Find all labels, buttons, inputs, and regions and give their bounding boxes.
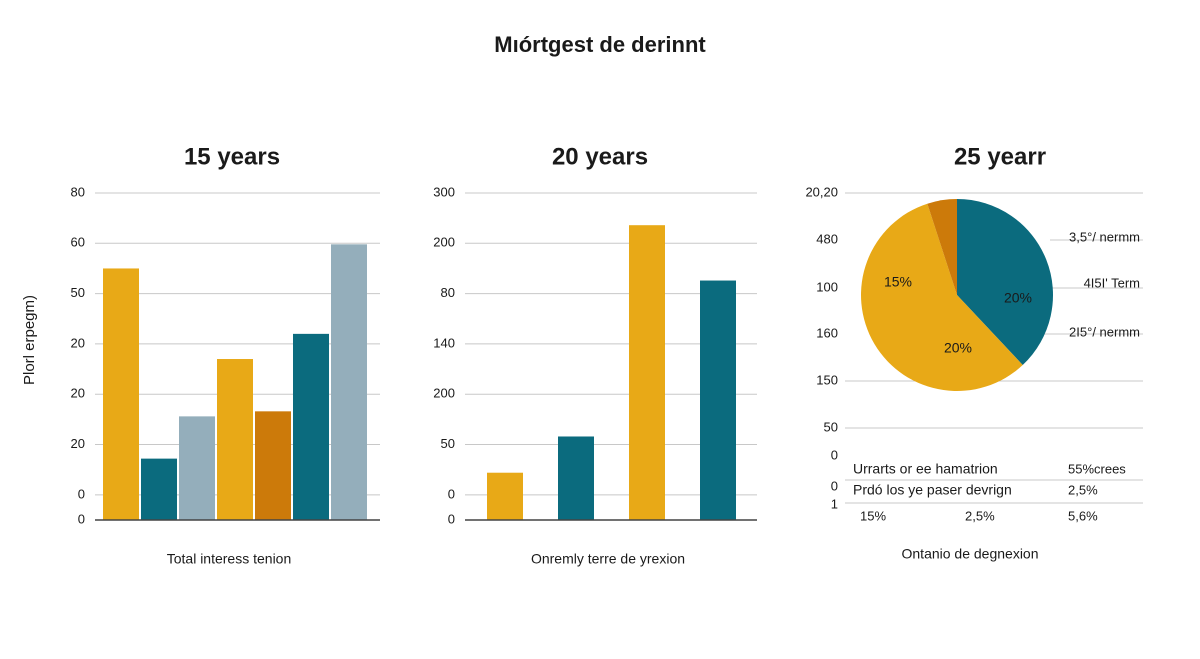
y-axis-label: Plorl erpegm): [21, 295, 38, 385]
slice-label: 20%: [1004, 290, 1032, 306]
table-cell: Prdó los ye paser devrign: [853, 482, 1012, 498]
y-tick-label: 20,20: [805, 184, 838, 199]
slice-label: 20%: [944, 340, 972, 356]
bar: [293, 333, 329, 520]
bar: [103, 268, 139, 520]
bar: [558, 436, 594, 520]
y-tick-label: 20: [71, 386, 85, 401]
y-tick-label: 0: [448, 486, 455, 501]
legend-label: 3,5°/ nermm: [1069, 229, 1140, 244]
y-tick-label: 1: [831, 496, 838, 511]
legend-label: 2I5°/ nermm: [1069, 324, 1140, 339]
y-tick-label: 80: [71, 184, 85, 199]
y-tick-label: 50: [71, 285, 85, 300]
y-tick-label: 0: [448, 511, 455, 526]
y-tick-label: 150: [816, 372, 838, 387]
legend-label: 4I5I' Term: [1084, 275, 1140, 290]
y-tick-label: 200: [433, 386, 455, 401]
pie-slice: [957, 199, 1053, 365]
table-cell: 15%: [860, 508, 886, 523]
page-title: Mıórtgest de derinnt: [494, 32, 706, 57]
slice-label: 15%: [884, 274, 912, 290]
table-cell: Urrarts or ee hamatrion: [853, 461, 998, 477]
y-tick-label: 200: [433, 235, 455, 250]
y-tick-label: 300: [433, 184, 455, 199]
y-tick-label: 0: [78, 511, 85, 526]
y-tick-label: 50: [824, 419, 838, 434]
table-cell: 5,6%: [1068, 508, 1098, 523]
bar: [217, 359, 253, 520]
y-tick-label: 0: [831, 447, 838, 462]
chart-title: 15 years: [184, 143, 280, 170]
bar: [179, 416, 215, 520]
pie-slice: [927, 199, 957, 295]
x-axis-label: Onremly terre de yrexion: [531, 551, 685, 567]
y-tick-label: 80: [441, 285, 455, 300]
bar: [141, 458, 177, 520]
y-tick-label: 480: [816, 231, 838, 246]
bar: [700, 280, 736, 520]
x-axis-label: Ontanio de degnexion: [902, 546, 1039, 562]
bar: [255, 411, 291, 520]
table-cell: 55%crees: [1068, 461, 1126, 476]
bar: [629, 225, 665, 520]
y-tick-label: 20: [71, 335, 85, 350]
y-tick-label: 160: [816, 325, 838, 340]
table-cell: 2,5%: [965, 508, 995, 523]
y-tick-label: 140: [433, 335, 455, 350]
table-cell: 2,5%: [1068, 482, 1098, 497]
bar: [331, 244, 367, 520]
chart-title: 25 yearr: [954, 143, 1046, 170]
chart-title: 20 years: [552, 143, 648, 170]
bar: [487, 472, 523, 520]
y-tick-label: 100: [816, 279, 838, 294]
y-tick-label: 60: [71, 235, 85, 250]
x-axis-label: Total interess tenion: [167, 551, 292, 567]
pie-slice: [861, 203, 1023, 391]
y-tick-label: 0: [831, 478, 838, 493]
y-tick-label: 20: [71, 436, 85, 451]
y-tick-label: 50: [441, 436, 455, 451]
y-tick-label: 0: [78, 486, 85, 501]
